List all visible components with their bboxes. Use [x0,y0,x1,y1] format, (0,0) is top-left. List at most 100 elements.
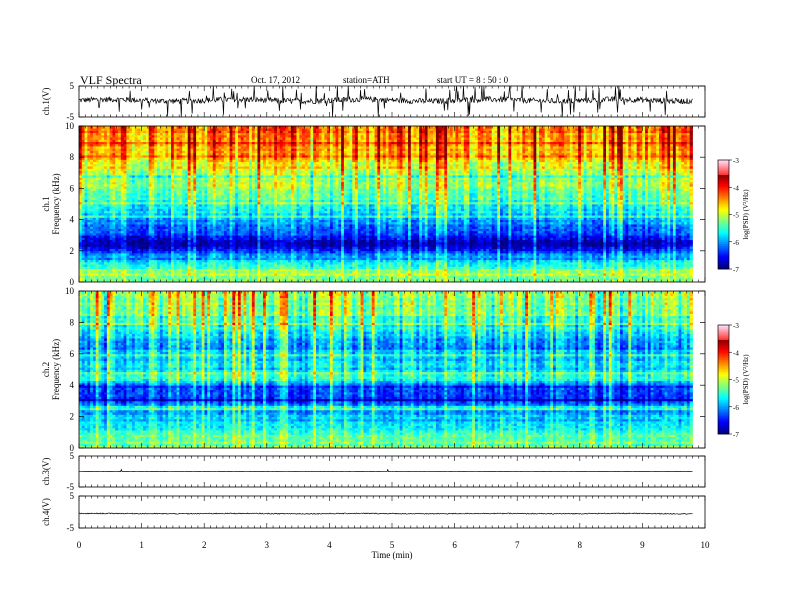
spectrogram-cell [184,228,189,232]
spectrogram-cell [104,266,108,270]
spectrogram-cell [190,261,194,265]
spectrogram-cell [134,255,138,258]
spectrogram-cell [118,154,122,158]
spectrogram-cell [176,179,180,183]
spectrogram-cell [168,266,172,270]
spectrogram-cell [157,273,161,276]
spectrogram-cell [87,152,91,156]
spectrogram-cell [92,279,97,283]
spectrogram-cell [140,175,144,178]
spectrogram-cell [190,206,194,209]
spectrogram-cell [87,250,91,254]
spectrogram-cell [201,277,205,281]
spectrogram-cell [143,161,147,165]
spectrogram-cell [154,152,158,156]
spectrogram-cell [115,257,119,261]
spectrogram-cell [151,277,155,281]
spectrogram-cell [193,250,197,254]
spectrogram-cell [184,143,189,147]
spectrogram-cell [81,143,85,147]
spectrogram-cell [123,235,127,238]
spectrogram-cell [151,154,155,158]
spectrogram-cell [187,183,191,187]
spectrogram-cell [104,188,108,192]
spectrogram-cell [173,219,177,223]
spectrogram-cell [182,275,186,278]
spectrogram-cell [154,232,158,236]
spectrogram-cell [198,150,203,154]
spectrogram-cell [165,279,169,283]
spectrogram-cell [193,270,197,274]
spectrogram-cell [193,172,197,176]
spectrogram-cell [84,224,88,227]
spectrogram-cell [104,215,108,218]
spectrogram-cell [145,270,150,274]
spectrogram-cell [137,264,141,267]
spectrogram-cell [159,232,164,236]
spectrogram-cell [148,175,152,178]
spectrogram-cell [137,188,141,192]
spectrogram-cell [198,221,203,225]
spectrogram-cell [118,172,122,176]
spectrogram-cell [81,154,85,158]
spectrogram-cell [92,188,97,192]
spectrogram-cell [151,257,155,261]
spectrogram-cell [123,166,127,169]
spectrogram-cell [112,190,116,194]
spectrogram-cell [131,255,136,258]
spectrogram-cell [87,224,91,227]
spectrogram-cell [95,239,99,243]
spectrogram-cell [196,215,200,218]
spectrogram-cell [79,183,83,187]
spectrogram-cell [134,150,138,154]
spectrogram-cell [162,266,166,270]
spectrogram-cell [157,170,161,174]
spectrogram-cell [140,257,144,261]
spectrogram-cell [165,166,169,169]
spectrogram-cell [143,232,147,236]
spectrogram-cell [151,255,155,258]
spectrogram-cell [184,221,189,225]
spectrogram-cell [92,179,97,183]
spectrogram-cell [134,170,138,174]
spectrogram-cell [123,143,127,147]
spectrogram-cell [129,146,133,149]
spectrogram-cell [165,161,169,165]
spectrogram-cell [84,148,88,151]
spectrogram-cell [162,275,166,278]
spectrogram-cell [168,270,172,274]
spectrogram-cell [90,235,94,238]
spectrogram-cell [109,239,113,243]
spectrogram-cell [79,261,83,265]
spectrogram-cell [201,259,205,263]
spectrogram-cell [101,270,105,274]
spectrogram-cell [159,188,164,192]
spectrogram-cell [129,259,133,263]
spectrogram-cell [148,257,152,261]
spectrogram-cell [79,212,83,216]
spectrogram-cell [171,261,175,265]
spectrogram-cell [81,232,85,236]
spectrogram-cell [143,266,147,270]
spectrogram-cell [87,246,91,249]
spectrogram-cell [143,134,147,138]
spectrogram-cell [171,246,175,249]
spectrogram-cell [90,275,94,278]
spectrogram-cell [90,150,94,154]
spectrogram-cell [168,239,172,243]
spectrogram-cell [182,195,186,198]
spectrogram-cell [143,148,147,151]
spectrogram-cell [98,161,102,165]
spectrogram-cell [148,128,152,131]
spectrogram-cell [196,179,200,183]
spectrogram-cell [176,137,180,140]
spectrogram-cell [98,253,102,256]
spectrogram-cell [134,186,138,189]
spectrogram-cell [79,244,83,247]
spectrogram-cell [193,279,197,283]
spectrogram-cell [154,250,158,254]
spectrogram-cell [196,201,200,205]
spectrogram-cell [112,204,116,207]
spectrogram-cell [129,228,133,232]
spectrogram-cell [165,204,169,207]
